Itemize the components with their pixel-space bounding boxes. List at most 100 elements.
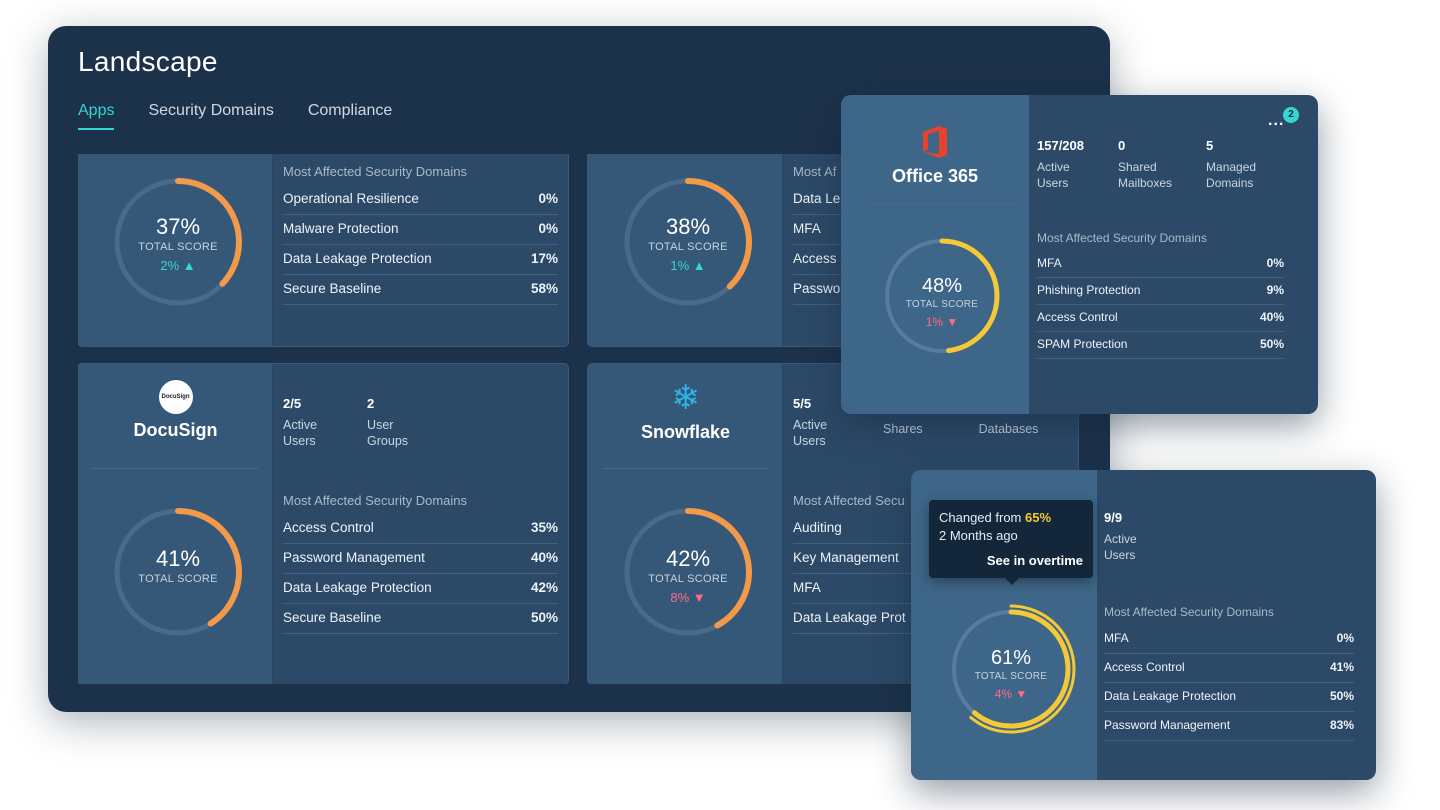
domain-row[interactable]: Data Leakage Protection 50% <box>1104 683 1354 712</box>
domain-row[interactable]: Password Management 40% <box>283 544 558 574</box>
domain-value: 40% <box>530 550 558 565</box>
domain-value: 35% <box>530 520 558 535</box>
stat-label: Shared <box>1118 160 1157 174</box>
stat-databases: Databases <box>979 396 1039 449</box>
snowflake-summary: ❄ Snowflake 42% TOTAL SCORE 8% ▼ <box>588 364 783 684</box>
domain-row[interactable]: MFA 0% <box>1104 625 1354 654</box>
score-label: TOTAL SCORE <box>138 573 218 585</box>
domain-row[interactable]: Access Control 40% <box>1037 305 1284 332</box>
snowflake-header: ❄ Snowflake <box>588 380 783 443</box>
app-card-docusign[interactable]: DocuSign DocuSign 41% TOTAL SCORE 2/5 Act… <box>78 364 568 684</box>
tab-apps[interactable]: Apps <box>78 102 115 130</box>
stat-label: Databases <box>978 422 1039 436</box>
score-gauge: 38% TOTAL SCORE 1% ▲ <box>618 172 758 312</box>
stat-label: Users <box>1104 548 1136 562</box>
stat-label: Users <box>283 434 316 448</box>
score-ring <box>884 238 1000 354</box>
stat-label: Users <box>793 434 826 448</box>
domain-row[interactable]: Phishing Protection 9% <box>1037 278 1284 305</box>
domain-value: 41% <box>1329 660 1354 674</box>
see-in-overtime-link[interactable]: See in overtime <box>986 553 1083 568</box>
score-delta: 1% ▼ <box>881 315 1003 329</box>
domain-row[interactable]: Data Leakage Protection 42% <box>283 574 558 604</box>
domain-row[interactable]: Access Control 41% <box>1104 654 1354 683</box>
trend-up-icon: ▲ <box>179 258 196 273</box>
stat-label: Mailboxes <box>1118 176 1173 190</box>
overtime-card[interactable]: 61% TOTAL SCORE 4% ▼ Changed from 65% 2 … <box>911 470 1376 780</box>
score-gauge: 37% TOTAL SCORE 2% ▲ <box>108 172 248 312</box>
domain-row[interactable]: SPAM Protection 50% <box>1037 332 1284 359</box>
domain-row[interactable]: Access Control 35% <box>283 514 558 544</box>
score-percent: 41% <box>155 546 201 571</box>
domain-row[interactable]: Data Leakage Protection 17% <box>283 245 558 275</box>
trend-down-icon: ▼ <box>1012 687 1028 701</box>
stat-active-users: 5/5 Active Users <box>793 396 827 449</box>
score-delta-value: 4% <box>994 687 1013 701</box>
office365-card[interactable]: Office 365 48% TOTAL SCORE 1% ▼ ... 2 15… <box>841 95 1318 414</box>
domain-value: 42% <box>530 580 558 595</box>
domain-list-title: Most Affected Security Domains <box>283 493 468 508</box>
domain-name: Password Management <box>283 550 425 565</box>
domain-name: Data Le <box>793 191 841 206</box>
score-change-tooltip: Changed from 65% 2 Months ago See in ove… <box>929 500 1093 585</box>
domain-list-title: Most Affected Security Domains <box>1037 231 1207 245</box>
domain-value: 50% <box>1259 337 1284 351</box>
domain-row[interactable]: Secure Baseline 58% <box>283 275 558 305</box>
domain-name: Access Control <box>1037 310 1118 324</box>
app-stats: 5/5 Active Users Shares Databases <box>793 396 1068 449</box>
score-ring <box>624 178 752 306</box>
score-label: TOTAL SCORE <box>648 241 728 253</box>
stat-value: 2/5 <box>283 396 302 411</box>
domain-name: Secure Baseline <box>283 281 382 296</box>
domain-name: SPAM Protection <box>1037 337 1128 351</box>
tooltip-from-value: 65% <box>1025 510 1052 525</box>
domain-list: Most Affected Security Domains Operation… <box>283 164 558 346</box>
divider <box>92 468 258 469</box>
tab-compliance[interactable]: Compliance <box>307 102 393 119</box>
stat-label: Active <box>793 418 828 432</box>
tab-security-domains[interactable]: Security Domains <box>148 102 274 119</box>
stat-managed-domains: 5 Managed Domains <box>1206 138 1256 191</box>
score-delta-value: 2% <box>160 258 180 273</box>
score-delta: 2% ▲ <box>108 258 248 273</box>
tab-bar: Apps Security Domains Compliance <box>78 102 392 130</box>
stat-shared-mailboxes: 0 Shared Mailboxes <box>1118 138 1172 191</box>
domain-value: 40% <box>1259 310 1284 324</box>
snowflake-icon: ❄ <box>671 379 700 417</box>
domain-value: 17% <box>530 251 558 266</box>
stat-label: Users <box>1037 176 1069 190</box>
app-stats: 157/208 Active Users 0 Shared Mailboxes 5 Man… <box>1037 138 1284 191</box>
score-ring <box>946 604 1076 734</box>
domain-list-title: Most Affected Security Domains <box>283 164 468 179</box>
stat-label: Domains <box>1206 176 1254 190</box>
app-card-1[interactable]: 37% TOTAL SCORE 2% ▲ Most Affected Secur… <box>78 154 568 346</box>
score-gauge: 48% TOTAL SCORE 1% ▼ <box>881 235 1003 357</box>
domain-value: 0% <box>538 221 558 236</box>
app-stats: 9/9 Active Users <box>1104 510 1354 563</box>
domain-name: Malware Protection <box>283 221 399 236</box>
domain-row[interactable]: Secure Baseline 50% <box>283 604 558 634</box>
app-name: Office 365 <box>891 166 979 186</box>
domain-row[interactable]: Malware Protection 0% <box>283 215 558 245</box>
domain-name: Passwo <box>793 281 841 296</box>
domain-name: MFA <box>793 580 821 595</box>
domain-value: 0% <box>1266 256 1284 270</box>
stat-active-users: 157/208 Active Users <box>1037 138 1084 191</box>
trend-up-icon: ▲ <box>689 258 706 273</box>
domain-row[interactable]: Password Management 83% <box>1104 712 1354 741</box>
tooltip-when: 2 Months ago <box>939 528 1018 543</box>
docusign-summary: DocuSign DocuSign 41% TOTAL SCORE <box>78 364 273 684</box>
domain-name: Data Leakage Protection <box>283 251 432 266</box>
domain-name: Access Control <box>1104 660 1185 674</box>
stat-active-users: 9/9 Active Users <box>1104 510 1137 563</box>
divider <box>868 203 1018 204</box>
app-card-2-summary: 38% TOTAL SCORE 1% ▲ <box>588 154 783 346</box>
tooltip-change-line: Changed from 65% <box>939 510 1083 525</box>
more-options-icon[interactable]: ... <box>1268 112 1285 129</box>
stat-shares: Shares <box>883 396 923 449</box>
score-percent: 42% <box>665 546 711 571</box>
domain-row[interactable]: MFA 0% <box>1037 251 1284 278</box>
domain-row[interactable]: Operational Resilience 0% <box>283 185 558 215</box>
page-title: Landscape <box>78 46 218 77</box>
stat-value: 9/9 <box>1104 510 1123 525</box>
